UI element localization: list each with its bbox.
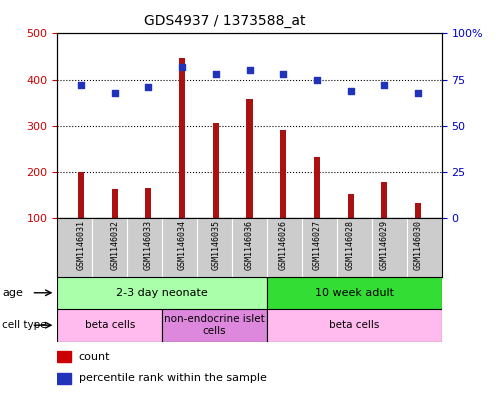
- Point: [212, 71, 220, 77]
- Bar: [280, 130, 286, 218]
- Bar: [381, 182, 387, 218]
- Bar: [213, 123, 219, 218]
- Bar: [162, 309, 267, 342]
- Bar: [247, 99, 252, 218]
- Text: GSM1146030: GSM1146030: [414, 220, 423, 270]
- Text: GSM1146033: GSM1146033: [144, 220, 153, 270]
- Point: [279, 71, 287, 77]
- Text: GSM1146026: GSM1146026: [279, 220, 288, 270]
- Text: beta cells: beta cells: [85, 320, 135, 330]
- Text: GDS4937 / 1373588_at: GDS4937 / 1373588_at: [144, 14, 305, 28]
- Bar: [57, 277, 267, 309]
- Text: GSM1146035: GSM1146035: [211, 220, 220, 270]
- Point: [178, 64, 186, 70]
- Text: GSM1146028: GSM1146028: [346, 220, 355, 270]
- Bar: [348, 194, 354, 218]
- Bar: [57, 351, 71, 362]
- Bar: [145, 188, 151, 218]
- Bar: [179, 58, 185, 218]
- Bar: [314, 157, 320, 218]
- Text: GSM1146027: GSM1146027: [312, 220, 321, 270]
- Text: count: count: [78, 352, 110, 362]
- Point: [347, 88, 355, 94]
- Text: non-endocrine islet
cells: non-endocrine islet cells: [164, 314, 265, 336]
- Text: GSM1146029: GSM1146029: [380, 220, 389, 270]
- Point: [414, 89, 422, 95]
- Text: percentile rank within the sample: percentile rank within the sample: [78, 373, 266, 383]
- Bar: [112, 189, 118, 218]
- Text: age: age: [2, 288, 23, 298]
- Text: beta cells: beta cells: [329, 320, 379, 330]
- Text: 10 week adult: 10 week adult: [315, 288, 394, 298]
- Text: GSM1146031: GSM1146031: [76, 220, 85, 270]
- Point: [144, 84, 152, 90]
- Point: [246, 67, 253, 73]
- Text: GSM1146032: GSM1146032: [110, 220, 119, 270]
- Text: GSM1146034: GSM1146034: [178, 220, 187, 270]
- Text: GSM1146036: GSM1146036: [245, 220, 254, 270]
- Bar: [57, 309, 162, 342]
- Text: 2-3 day neonate: 2-3 day neonate: [116, 288, 208, 298]
- Bar: [267, 309, 442, 342]
- Bar: [78, 172, 84, 218]
- Text: cell type: cell type: [2, 320, 47, 330]
- Point: [111, 89, 119, 95]
- Bar: [57, 373, 71, 384]
- Point: [77, 82, 85, 88]
- Bar: [415, 203, 421, 218]
- Point: [380, 82, 388, 88]
- Point: [313, 76, 321, 83]
- Bar: [267, 277, 442, 309]
